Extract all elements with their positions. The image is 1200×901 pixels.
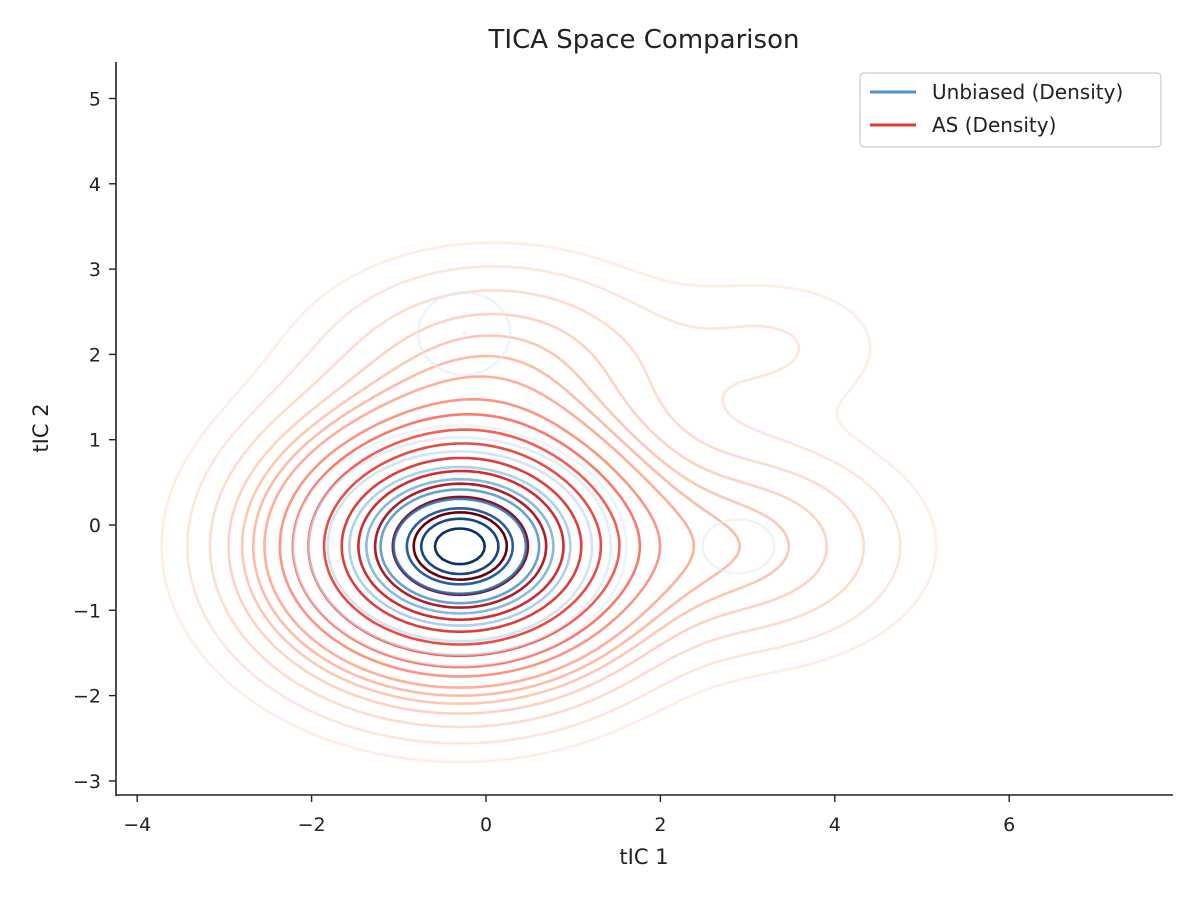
- unbiased-contour-level: [405, 507, 515, 586]
- x-tick-label: 2: [654, 814, 666, 836]
- y-ticks: −3 −2 −1 0 1 2 3 4 5: [73, 89, 116, 793]
- legend-box: [859, 72, 1162, 148]
- y-tick-label: 0: [89, 515, 101, 537]
- unbiased-contour-level: [326, 450, 594, 643]
- as-contour-level: [227, 312, 829, 715]
- y-tick-label: −3: [73, 771, 101, 793]
- contour-layer: [160, 241, 938, 764]
- as-contour-level: [357, 469, 565, 621]
- as-contour-level: [263, 375, 696, 689]
- as-contour-level: [373, 482, 548, 609]
- unbiased-contour-level: [379, 488, 541, 605]
- legend: Unbiased (Density) AS (Density): [859, 72, 1162, 148]
- y-tick-label: 1: [89, 430, 101, 452]
- x-ticks: −4 −2 0 2 4 6: [123, 795, 1015, 836]
- unbiased-contour-level: [433, 527, 486, 566]
- y-tick-label: 5: [89, 89, 101, 111]
- as-contour-level: [278, 398, 662, 678]
- y-tick-label: −2: [73, 686, 101, 708]
- y-tick-label: 4: [89, 174, 101, 196]
- as-contour-level: [412, 510, 509, 581]
- x-tick-label: −4: [123, 814, 151, 836]
- unbiased-contour-level: [419, 517, 500, 576]
- unbiased-contour-level: [392, 497, 528, 595]
- as-contour-level: [307, 428, 621, 658]
- y-tick-label: 3: [89, 259, 101, 281]
- legend-label-unbiased: Unbiased (Density): [932, 80, 1123, 104]
- as-contour-level: [186, 265, 902, 745]
- y-tick-label: 2: [89, 344, 101, 366]
- y-axis-label: tIC 2: [29, 403, 53, 452]
- unbiased-contour-level: [307, 331, 613, 656]
- chart-title: TICA Space Comparison: [488, 25, 800, 55]
- x-axis-label: tIC 1: [619, 845, 668, 869]
- x-tick-label: 6: [1003, 814, 1015, 836]
- unbiased-contour-level: [365, 477, 555, 615]
- legend-label-as: AS (Density): [932, 113, 1056, 137]
- as-contour-level: [340, 456, 583, 633]
- as-contour-level: [240, 334, 791, 705]
- y-tick-label: −1: [73, 600, 101, 622]
- as-contour-level: [208, 289, 866, 729]
- x-tick-label: −2: [298, 814, 326, 836]
- unbiased-contour-level: [348, 465, 572, 627]
- as-contour-level: [252, 354, 742, 697]
- as-contour-level: [160, 241, 938, 764]
- x-tick-label: 0: [480, 814, 492, 836]
- as-contour-level: [322, 442, 603, 646]
- x-tick-label: 4: [829, 814, 841, 836]
- unbiased-contour-level: [292, 291, 776, 667]
